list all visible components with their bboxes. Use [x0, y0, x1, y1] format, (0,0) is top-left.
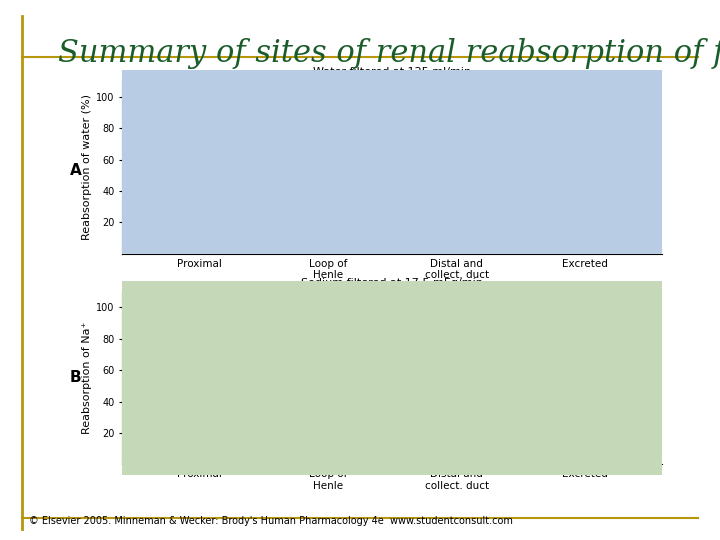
Bar	[421, 457, 492, 464]
Y-axis label: Reabsorption of Na⁺: Reabsorption of Na⁺	[82, 322, 92, 434]
Text: A: A	[70, 163, 81, 178]
Text: 70%: 70%	[187, 133, 212, 143]
Y-axis label: Reabsorption of water (%): Reabsorption of water (%)	[82, 94, 92, 240]
Text: 14%: 14%	[444, 221, 469, 231]
Bar	[293, 425, 364, 464]
Title: Sodium filtered at 17.5 mEq/min: Sodium filtered at 17.5 mEq/min	[302, 278, 483, 288]
Text: 4.5%: 4.5%	[443, 447, 471, 456]
Bar	[550, 252, 621, 254]
Bar	[164, 354, 235, 464]
Bar	[293, 230, 364, 254]
Text: Summary of sites of renal reabsorption of filtrate: Summary of sites of renal reabsorption o…	[58, 38, 720, 69]
Bar	[421, 232, 492, 254]
Text: 0.5%: 0.5%	[571, 453, 599, 463]
Text: 1%: 1%	[577, 241, 594, 252]
Text: 25%: 25%	[316, 414, 341, 424]
Title: Water filtered at 125 ml/min: Water filtered at 125 ml/min	[313, 68, 472, 77]
Text: © Elsevier 2005. Minneman & Wecker: Brody's Human Pharmacology 4e  www.studentco: © Elsevier 2005. Minneman & Wecker: Brod…	[29, 516, 513, 526]
Text: 70%: 70%	[187, 343, 212, 354]
Bar	[164, 144, 235, 254]
Text: B: B	[70, 370, 81, 386]
Text: 15%: 15%	[316, 219, 341, 230]
